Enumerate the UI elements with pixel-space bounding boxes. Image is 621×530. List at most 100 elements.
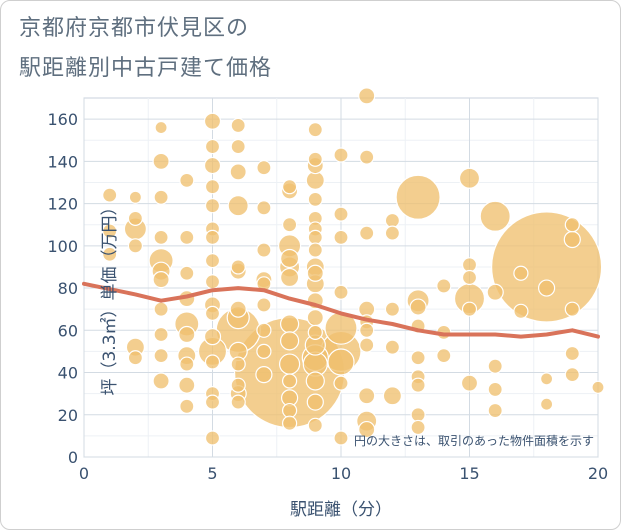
data-bubble [359, 337, 375, 353]
data-bubble [409, 298, 427, 316]
data-bubble [179, 356, 195, 372]
y-tick-label: 140 [47, 152, 78, 171]
data-bubble [564, 301, 580, 317]
data-bubble [230, 356, 246, 372]
data-bubble [487, 402, 503, 419]
data-bubble [564, 367, 580, 383]
data-bubble [327, 348, 355, 376]
data-bubble [382, 386, 402, 406]
y-tick-label: 100 [47, 237, 78, 256]
data-bubble [333, 206, 349, 222]
y-tick-label: 160 [47, 110, 78, 129]
y-tick-label: 0 [68, 448, 78, 467]
data-bubble [282, 179, 298, 195]
data-bubble [358, 420, 376, 439]
data-bubble [279, 353, 301, 375]
data-bubble [333, 284, 349, 300]
data-bubble [204, 430, 221, 446]
data-bubble [204, 198, 221, 214]
data-bubble [384, 225, 400, 241]
data-bubble [204, 274, 221, 290]
data-bubble [230, 117, 246, 134]
data-bubble [410, 419, 426, 436]
y-axis-label: 坪（3.3㎡）単価（万円） [100, 198, 121, 396]
data-bubble [436, 278, 452, 294]
data-bubble [307, 122, 323, 138]
data-bubble [306, 309, 324, 327]
data-bubble [384, 301, 400, 317]
x-tick-label: 0 [79, 464, 89, 483]
data-bubble [306, 264, 324, 282]
data-bubble [358, 387, 376, 405]
data-bubble [227, 195, 249, 217]
data-bubble [359, 225, 375, 241]
data-bubble [282, 402, 298, 419]
data-bubble [307, 242, 323, 258]
data-bubble [537, 279, 556, 297]
trend-line [82, 281, 600, 339]
x-tick-label: 10 [331, 464, 351, 483]
data-bubble [282, 217, 298, 233]
data-bubble [307, 229, 323, 245]
data-bubble [154, 120, 168, 135]
data-bubble [179, 398, 195, 414]
bubble-size-note: 円の大きさは、取引のあった物件面積を示す [354, 433, 594, 448]
data-bubble [333, 147, 349, 163]
data-bubble [152, 152, 170, 170]
data-bubble [307, 151, 323, 167]
data-bubble [307, 191, 323, 207]
data-bubble [229, 163, 247, 181]
data-bubble [255, 366, 273, 384]
data-bubble [204, 305, 221, 321]
data-bubble [230, 377, 246, 393]
data-bubble [333, 430, 349, 446]
data-bubble [280, 331, 300, 351]
x-tick-label: 20 [588, 464, 608, 483]
data-bubble [230, 394, 246, 410]
data-bubble [280, 314, 300, 334]
data-bubble [384, 212, 400, 229]
data-bubble [152, 372, 170, 390]
data-bubble [256, 322, 272, 338]
data-bubble [563, 230, 581, 249]
data-bubble [395, 174, 441, 220]
data-bubble [461, 257, 478, 273]
data-bubble [128, 190, 142, 204]
data-bubble [410, 377, 426, 393]
data-bubble [256, 160, 272, 176]
data-bubble [153, 301, 169, 317]
data-bubble [513, 265, 529, 281]
x-axis-label: 駅距離（分） [290, 500, 392, 520]
data-bubble [539, 372, 554, 386]
data-bubble [333, 375, 349, 391]
y-tick-label: 20 [58, 406, 78, 425]
data-bubble [282, 415, 298, 431]
data-bubble [280, 267, 300, 288]
data-bubble [204, 138, 221, 155]
x-tick-label: 15 [459, 464, 479, 483]
data-bubble [256, 343, 272, 360]
chart-title-line1: 京都府京都市伏見区の [19, 16, 250, 41]
data-bubble [591, 380, 605, 394]
data-bubble [127, 210, 143, 226]
data-bubble [127, 350, 143, 366]
data-bubble [256, 297, 272, 313]
data-bubble [487, 381, 503, 398]
data-bubble [230, 138, 246, 155]
x-tick-label: 5 [207, 464, 217, 483]
data-bubble [461, 269, 478, 286]
data-bubble [102, 246, 118, 262]
data-bubble [152, 271, 170, 289]
data-bubble [513, 303, 529, 319]
data-bubble [153, 348, 169, 364]
data-bubble [280, 248, 300, 269]
data-bubble [436, 348, 452, 364]
data-bubble [307, 324, 323, 341]
data-bubble [490, 211, 603, 323]
data-bubble [359, 149, 375, 165]
data-bubble [178, 325, 196, 344]
data-bubble [458, 167, 481, 189]
data-bubble [127, 238, 143, 254]
